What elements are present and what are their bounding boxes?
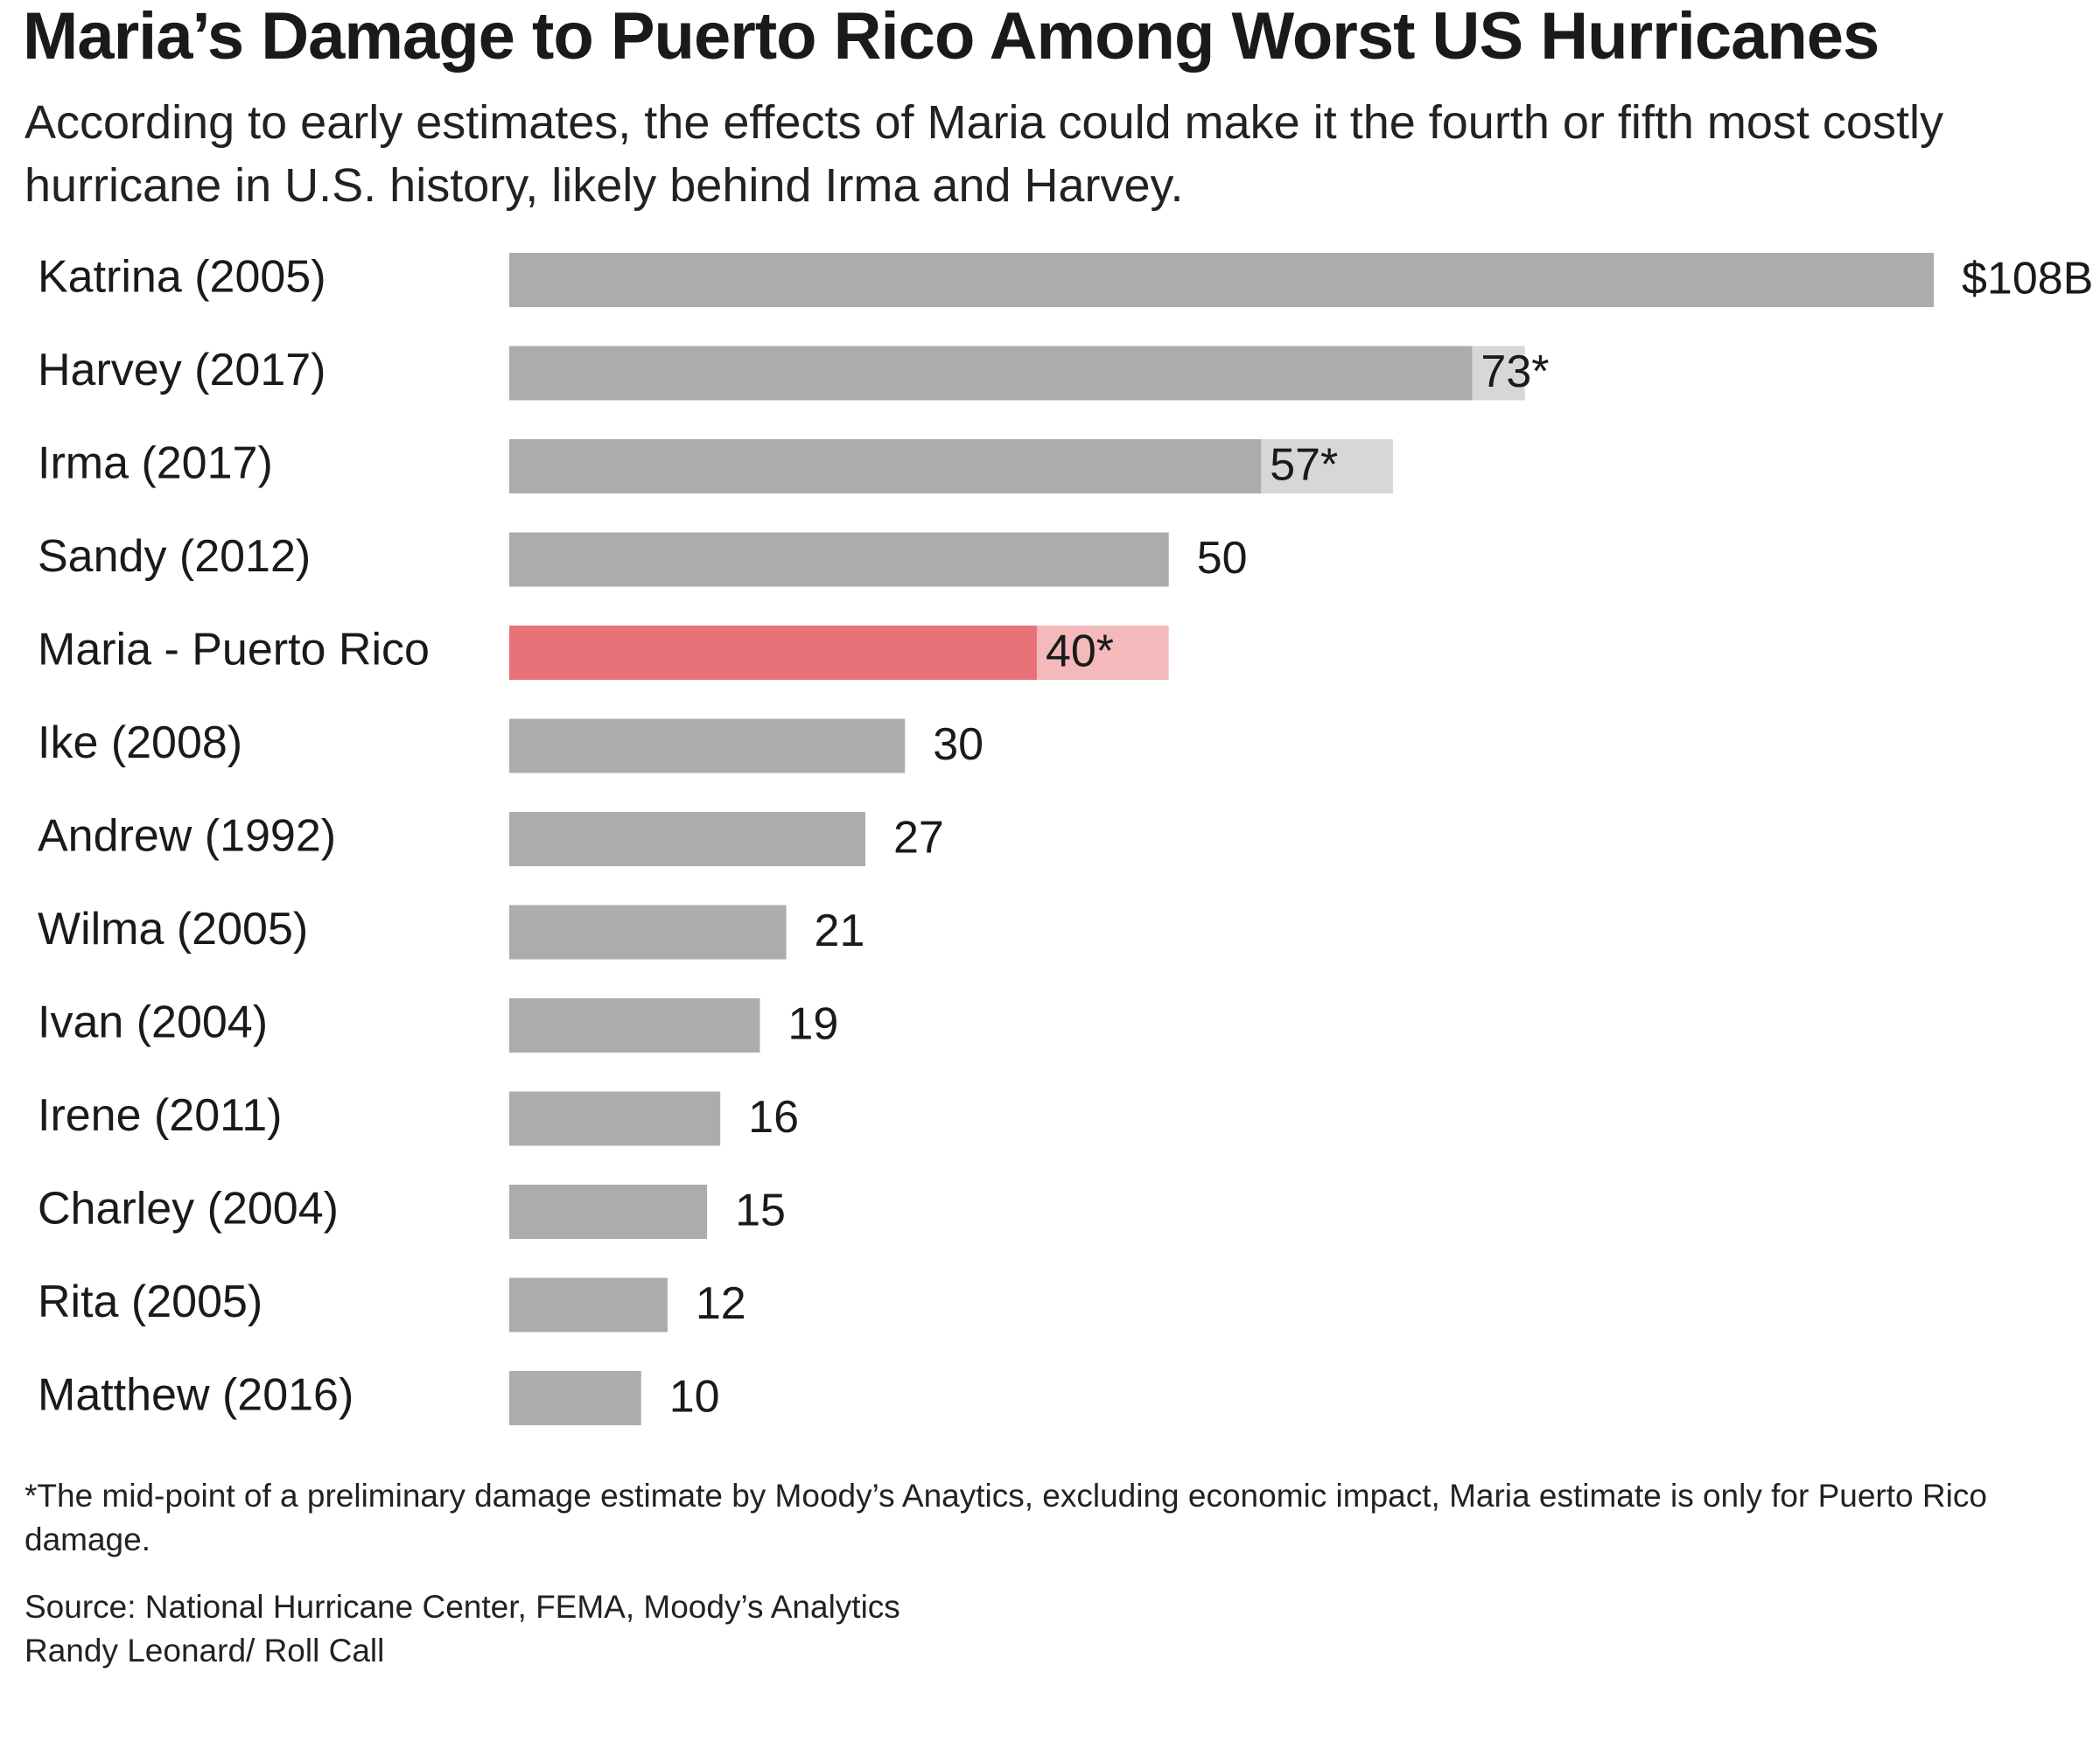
bar-row-andrew-1992: Andrew (1992) 27 — [38, 811, 944, 866]
chart-subtitle: According to early estimates, the effect… — [24, 96, 1943, 212]
value-bar — [509, 346, 1473, 401]
value-label: 30 — [933, 719, 984, 770]
category-label: Irma (2017) — [38, 438, 273, 489]
credit-note: Randy Leonard/ Roll Call — [24, 1633, 385, 1669]
value-label: 12 — [696, 1278, 746, 1329]
chart-title: Maria’s Damage to Puerto Rico Among Wors… — [23, 0, 1880, 73]
bar-row-rita-2005: Rita (2005) 12 — [38, 1277, 746, 1333]
category-label: Rita (2005) — [38, 1277, 262, 1327]
bar-row-katrina-2005: Katrina (2005) $108B — [38, 252, 2093, 307]
value-bar — [509, 1277, 668, 1333]
bar-row-wilma-2005: Wilma (2005) 21 — [38, 904, 865, 960]
value-label: 15 — [735, 1186, 786, 1236]
bar-row-matthew-2016: Matthew (2016) 10 — [38, 1370, 720, 1425]
value-bar — [509, 532, 1169, 587]
footnote: *The mid-point of a preliminary damage e… — [24, 1478, 1987, 1557]
bar-row-sandy-2012: Sandy (2012) 50 — [38, 531, 1248, 587]
value-bar — [509, 998, 760, 1053]
bar-row-ike-2008: Ike (2008) 30 — [38, 717, 984, 773]
value-bar — [509, 812, 865, 866]
value-label: 27 — [893, 813, 944, 864]
value-bar — [509, 1371, 641, 1425]
bar-row-harvey-2017: Harvey (2017) 73* — [38, 345, 1549, 401]
value-bar — [509, 1185, 708, 1239]
category-label: Andrew (1992) — [38, 811, 336, 862]
bar-row-ivan-2004: Ivan (2004) 19 — [38, 997, 838, 1053]
value-bar — [509, 718, 906, 773]
source-note: Source: National Hurricane Center, FEMA,… — [24, 1589, 900, 1625]
value-bar — [509, 626, 1037, 680]
value-label: 40* — [1046, 626, 1114, 677]
category-label: Harvey (2017) — [38, 345, 326, 395]
value-label: $108B — [1962, 254, 2093, 304]
bar-row-maria-puerto-rico: Maria - Puerto Rico 40* — [38, 625, 1169, 680]
category-label: Ike (2008) — [38, 717, 242, 768]
category-label: Irene (2011) — [38, 1090, 282, 1141]
category-label: Matthew (2016) — [38, 1370, 354, 1421]
value-label: 57* — [1270, 440, 1338, 491]
category-label: Wilma (2005) — [38, 904, 308, 955]
value-label: 50 — [1197, 533, 1248, 584]
category-label: Charley (2004) — [38, 1184, 339, 1235]
value-label: 19 — [788, 999, 838, 1050]
bar-row-charley-2004: Charley (2004) 15 — [38, 1184, 786, 1239]
category-label: Katrina (2005) — [38, 252, 326, 303]
bar-chart: Katrina (2005) $108B Harvey (2017) 73* Irma … — [38, 252, 2093, 1425]
value-bar — [509, 905, 787, 960]
value-label: 16 — [748, 1092, 799, 1143]
value-bar — [509, 1091, 721, 1146]
bar-row-irma-2017: Irma (2017) 57* — [38, 438, 1393, 493]
value-bar — [509, 253, 1934, 307]
category-label: Ivan (2004) — [38, 997, 268, 1048]
category-label: Sandy (2012) — [38, 531, 311, 582]
category-label: Maria - Puerto Rico — [38, 625, 430, 675]
value-bar — [509, 439, 1262, 493]
bar-row-irene-2011: Irene (2011) 16 — [38, 1090, 799, 1146]
value-label: 21 — [815, 906, 865, 956]
value-label: 10 — [669, 1372, 720, 1423]
value-label: 73* — [1480, 346, 1549, 397]
chart-rows: Katrina (2005) $108B Harvey (2017) 73* Irma … — [38, 252, 2093, 1425]
